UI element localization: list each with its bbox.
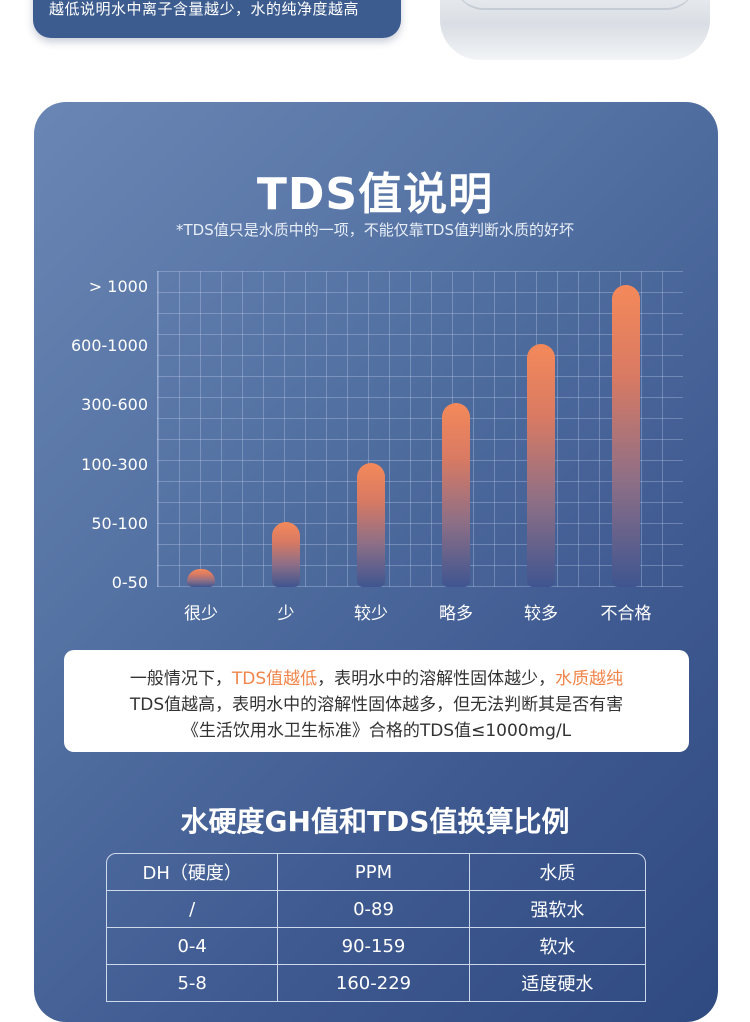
table-header-cell: PPM [277, 854, 468, 890]
table-header-cell: 水质 [468, 854, 645, 890]
table-row: 0-4 90-159 软水 [107, 927, 645, 964]
table-header-cell: DH（硬度） [142, 863, 242, 884]
y-tick-label: 600-1000 [70, 336, 148, 356]
note-highlight: 水质越纯 [555, 669, 624, 689]
note-text: ，表明水中的溶解性固体越少， [317, 669, 556, 689]
bar [357, 462, 385, 587]
note-line-3: 《生活饮用水卫生标准》合格的TDS值≤1000mg/L [181, 721, 572, 741]
table-cell: 90-159 [277, 928, 468, 964]
table-cell: 0-89 [277, 891, 468, 927]
table-cell: 强软水 [468, 891, 645, 927]
top-banner: 越低说明水中离子含量越少，水的纯净度越高 [33, 0, 401, 38]
table-cell: 软水 [468, 928, 645, 964]
y-tick-label: 50-100 [91, 513, 148, 533]
top-banner-text: 越低说明水中离子含量越少，水的纯净度越高 [49, 0, 360, 18]
y-tick-label: 0-50 [111, 573, 148, 592]
y-tick-label: 100-300 [81, 454, 148, 474]
section-subtitle: *TDS值只是水质中的一项，不能仅靠TDS值判断水质的好坏 [176, 221, 574, 239]
table-title: 水硬度GH值和TDS值换算比例 [180, 805, 570, 838]
bar [272, 521, 300, 587]
bar [187, 569, 215, 587]
bar [612, 285, 640, 587]
x-tick-label: 不合格 [600, 604, 652, 624]
note-line-2: TDS值越高，表明水中的溶解性固体越多，但无法判断其是否有害 [129, 695, 624, 715]
conversion-table: DH（硬度） PPM 水质 / 0-89 强软水 0-4 90-159 软水 5-8 160-229… [106, 853, 646, 1002]
x-tick-label: 少 [277, 604, 295, 624]
x-tick-label: 较多 [524, 604, 558, 624]
x-tick-label: 略多 [439, 604, 473, 624]
chart-grid [157, 271, 683, 587]
table-row: / 0-89 强软水 [107, 890, 645, 927]
table-cell: 0-4 [177, 935, 207, 957]
product-jar-image [440, 0, 710, 60]
y-tick-label: 300-600 [81, 395, 148, 415]
y-tick-label: > 1000 [88, 277, 148, 296]
table-cell: / [189, 898, 196, 920]
bar [527, 344, 555, 587]
table-cell: 适度硬水 [468, 965, 645, 1001]
table-header-row: DH（硬度） PPM 水质 [107, 854, 645, 890]
table-row: 5-8 160-229 适度硬水 [107, 964, 645, 1001]
x-tick-label: 较少 [354, 604, 388, 624]
note-box: 一般情况下，TDS值越低，表明水中的溶解性固体越少，水质越纯 TDS值越高，表明… [64, 650, 689, 752]
x-tick-label: 很少 [184, 604, 218, 624]
table-cell: 160-229 [277, 965, 468, 1001]
note-highlight: TDS值越低 [231, 669, 318, 689]
note-line-1: 一般情况下，TDS值越低，表明水中的溶解性固体越少，水质越纯 [64, 664, 689, 689]
table-cell: 5-8 [177, 972, 207, 994]
note-text: 一般情况下， [129, 669, 232, 689]
section-title: TDS值说明 [256, 169, 494, 220]
bar [442, 403, 470, 587]
